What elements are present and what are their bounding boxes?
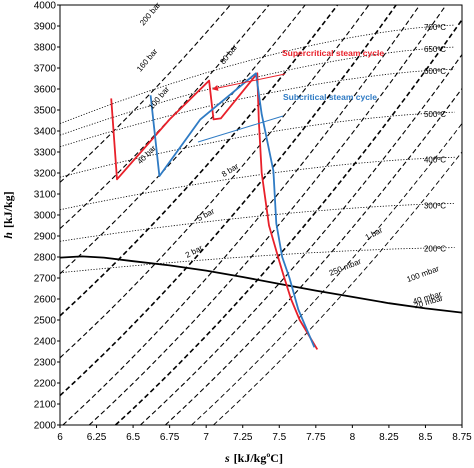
y-tick-label: 3200 (34, 169, 57, 180)
y-tick-label: 3300 (34, 148, 57, 159)
isobar-line (60, 5, 370, 359)
y-tick-label: 3100 (34, 190, 57, 201)
x-axis-label: s [kJ/kgºC] (224, 451, 283, 465)
cycle-line-supercritical (110, 72, 319, 350)
y-tick-label: 2700 (34, 274, 57, 285)
isobar-line (88, 5, 447, 425)
x-tick-label: 7.75 (306, 432, 326, 443)
isotherm-line (60, 24, 455, 124)
y-axis-ticks: 2000 2100 2200 2300 2400 2500 2600 2700 2800 2900… (34, 1, 60, 432)
isotherm-line (60, 203, 455, 242)
legend-supercritical: Supercritical steam cycle (212, 48, 384, 91)
cycle-line-subcritical (149, 72, 316, 348)
isobar-line (140, 53, 462, 425)
legend-subcritical-label: Subcritical steam cycle (283, 92, 377, 102)
x-tick-label: 7 (203, 432, 209, 443)
isotherm-label: 500ºC (424, 110, 446, 119)
y-tick-label: 3500 (34, 106, 57, 117)
isobar-line (164, 87, 462, 425)
y-tick-label: 3900 (34, 22, 57, 33)
isobar-lines (60, 5, 462, 425)
isobar-line (191, 122, 462, 425)
y-tick-label: 4000 (34, 1, 57, 12)
y-tick-label: 2200 (34, 379, 57, 390)
isobar-line (60, 5, 398, 397)
isobar-line (114, 18, 462, 425)
x-tick-label: 8.25 (379, 432, 399, 443)
y-tick-label: 2400 (34, 337, 57, 348)
isotherm-label: 400ºC (424, 155, 446, 164)
x-tick-label: 8.5 (419, 432, 433, 443)
isotherm-label: 700ºC (424, 23, 446, 32)
isobar-line (60, 5, 306, 275)
y-tick-label: 3400 (34, 127, 57, 138)
isobar-line (60, 5, 339, 317)
isobar-line (213, 151, 462, 425)
isotherm-lines (60, 24, 455, 274)
legend-subcritical-arrow (197, 115, 284, 143)
y-tick-label: 2300 (34, 358, 57, 369)
isotherm-line (60, 111, 455, 178)
isotherm-label: 650ºC (424, 45, 446, 54)
y-tick-label: 3600 (34, 85, 57, 96)
isotherm-label: 200ºC (424, 245, 446, 254)
x-tick-label: 6.5 (126, 432, 140, 443)
y-tick-label: 3000 (34, 211, 57, 222)
x-axis-variable: s (224, 451, 230, 465)
y-tick-label: 2100 (34, 400, 57, 411)
legend-supercritical-arrow (212, 73, 286, 91)
isobar-line (60, 5, 270, 230)
x-tick-label: 7.5 (272, 432, 286, 443)
isotherm-label: 600ºC (424, 67, 446, 76)
isotherm-label: 300ºC (424, 202, 446, 211)
isobar-line (60, 5, 231, 183)
y-tick-label: 2900 (34, 232, 57, 243)
y-tick-label: 2500 (34, 316, 57, 327)
y-tick-label: 2000 (34, 421, 57, 432)
legend-subcritical: Subcritical steam cycle (197, 92, 377, 143)
x-tick-label: 8.75 (452, 432, 472, 443)
x-axis-unit: [kJ/kgºC] (234, 451, 283, 465)
y-tick-label: 3700 (34, 64, 57, 75)
y-tick-label: 2600 (34, 295, 57, 306)
saturation-curve (60, 255, 462, 314)
x-tick-label: 6.25 (87, 432, 107, 443)
cycle-lines (110, 72, 319, 350)
y-axis-variable: h (1, 232, 15, 239)
x-tick-label: 6 (57, 432, 63, 443)
x-tick-label: 6.75 (160, 432, 180, 443)
y-axis-label: h [kJ/kg] (1, 191, 15, 238)
isobar-line (62, 5, 421, 425)
x-axis-ticks: 6 6.25 6.5 6.75 7 7.25 7.5 7.75 8 8.25 8.5 8.75 (57, 425, 472, 443)
y-axis-unit: [kJ/kg] (1, 191, 15, 228)
isotherm-line (60, 46, 455, 136)
y-tick-label: 3800 (34, 43, 57, 54)
x-tick-label: 8 (350, 432, 356, 443)
y-tick-label: 2800 (34, 253, 57, 264)
saturation-line (60, 255, 462, 314)
legend-supercritical-label: Supercritical steam cycle (282, 48, 384, 58)
x-tick-label: 7.25 (233, 432, 253, 443)
